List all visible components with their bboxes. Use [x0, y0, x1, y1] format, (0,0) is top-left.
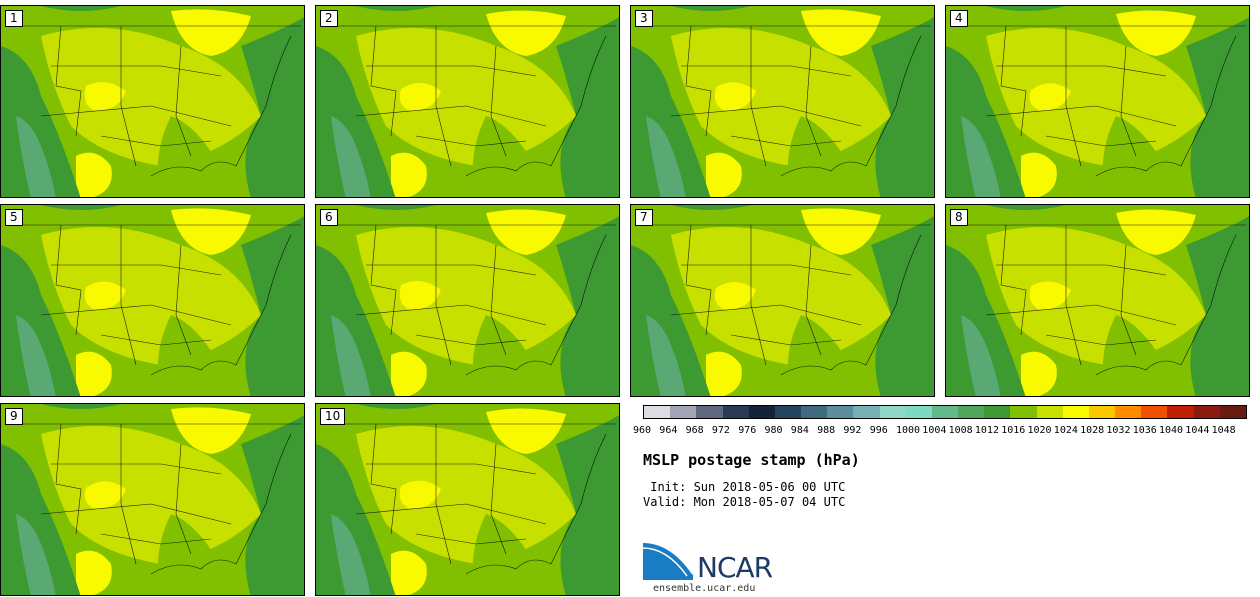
member-map-panel: 7	[630, 204, 935, 397]
colorbar-tick-label: 1020	[1027, 425, 1052, 436]
source-url: ensemble.ucar.edu	[653, 583, 756, 594]
colorbar-swatch	[1141, 406, 1168, 418]
member-number-label: 8	[950, 209, 968, 226]
colorbar-swatch	[984, 406, 1011, 418]
pressure-map	[631, 205, 934, 396]
pressure-map	[946, 6, 1249, 197]
colorbar-swatch	[879, 406, 906, 418]
colorbar-swatch	[958, 406, 985, 418]
colorbar-tick-label: 1040	[1159, 425, 1184, 436]
colorbar-swatch	[696, 406, 723, 418]
colorbar-tick-label: 1000	[896, 425, 921, 436]
colorbar-swatch	[644, 406, 671, 418]
colorbar-tick-label: 980	[764, 425, 783, 436]
colorbar-tick-label: 968	[685, 425, 704, 436]
colorbar-swatch	[801, 406, 828, 418]
member-map-panel: 4	[945, 5, 1250, 198]
member-map-panel: 9	[0, 403, 305, 596]
init-time: Init: Sun 2018-05-06 00 UTC	[643, 480, 846, 494]
pressure-map	[316, 205, 619, 396]
colorbar-tick-label: 976	[738, 425, 757, 436]
colorbar-swatch	[1219, 406, 1246, 418]
member-number-label: 1	[5, 10, 23, 27]
colorbar-swatch	[1115, 406, 1142, 418]
valid-time: Valid: Mon 2018-05-07 04 UTC	[643, 495, 846, 509]
colorbar-swatch	[1062, 406, 1089, 418]
colorbar-tick-label: 1024	[1053, 425, 1078, 436]
member-number-label: 4	[950, 10, 968, 27]
member-number-label: 9	[5, 408, 23, 425]
colorbar-swatch	[905, 406, 932, 418]
pressure-map	[946, 205, 1249, 396]
colorbar-tick-label: 1008	[948, 425, 973, 436]
chart-title: MSLP postage stamp (hPa)	[643, 451, 860, 469]
colorbar-tick-label: 1048	[1211, 425, 1236, 436]
pressure-map	[1, 404, 304, 595]
colorbar-swatch	[748, 406, 775, 418]
colorbar-tick-label: 960	[633, 425, 652, 436]
member-map-panel: 10	[315, 403, 620, 596]
pressure-map	[631, 6, 934, 197]
colorbar-tick-label: 996	[869, 425, 888, 436]
member-number-label: 7	[635, 209, 653, 226]
colorbar-swatch	[1036, 406, 1063, 418]
colorbar-swatch	[1010, 406, 1037, 418]
colorbar-swatch	[1167, 406, 1194, 418]
colorbar-tick-label: 992	[843, 425, 862, 436]
colorbar-tick-label: 984	[790, 425, 809, 436]
colorbar-tick-label: 1032	[1106, 425, 1131, 436]
member-map-panel: 8	[945, 204, 1250, 397]
member-map-panel: 2	[315, 5, 620, 198]
member-map-panel: 1	[0, 5, 305, 198]
colorbar-tick-label: 964	[659, 425, 678, 436]
colorbar-swatch	[1088, 406, 1116, 418]
member-map-panel: 3	[630, 5, 935, 198]
colorbar-swatch	[670, 406, 697, 418]
member-number-label: 2	[320, 10, 338, 27]
colorbar-tick-label: 1044	[1185, 425, 1210, 436]
colorbar-swatch	[774, 406, 802, 418]
colorbar-tick-label: 1036	[1132, 425, 1157, 436]
colorbar-labels: 960 964 968 972 976 980 984 988 992 996 1000 1004 10…	[633, 425, 1260, 439]
pressure-map	[1, 205, 304, 396]
colorbar-tick-label: 1004	[922, 425, 947, 436]
colorbar-tick-label: 1016	[1001, 425, 1026, 436]
colorbar-swatch	[1193, 406, 1220, 418]
colorbar-swatch	[853, 406, 880, 418]
colorbar-tick-label: 1012	[974, 425, 999, 436]
colorbar-tick-label: 1028	[1080, 425, 1105, 436]
member-map-panel: 5	[0, 204, 305, 397]
colorbar-tick-label: 988	[817, 425, 836, 436]
member-number-label: 6	[320, 209, 338, 226]
member-number-label: 3	[635, 10, 653, 27]
pressure-map	[316, 6, 619, 197]
colorbar-swatch	[827, 406, 854, 418]
member-map-panel: 6	[315, 204, 620, 397]
colorbar	[643, 405, 1247, 419]
member-number-label: 5	[5, 209, 23, 226]
pressure-map	[1, 6, 304, 197]
ncar-logo-text: NCAR	[697, 551, 773, 584]
colorbar-tick-label: 972	[711, 425, 730, 436]
pressure-map	[316, 404, 619, 595]
colorbar-swatch	[931, 406, 959, 418]
ncar-logo-icon	[643, 541, 694, 580]
member-number-label: 10	[320, 408, 346, 425]
colorbar-swatch	[722, 406, 749, 418]
